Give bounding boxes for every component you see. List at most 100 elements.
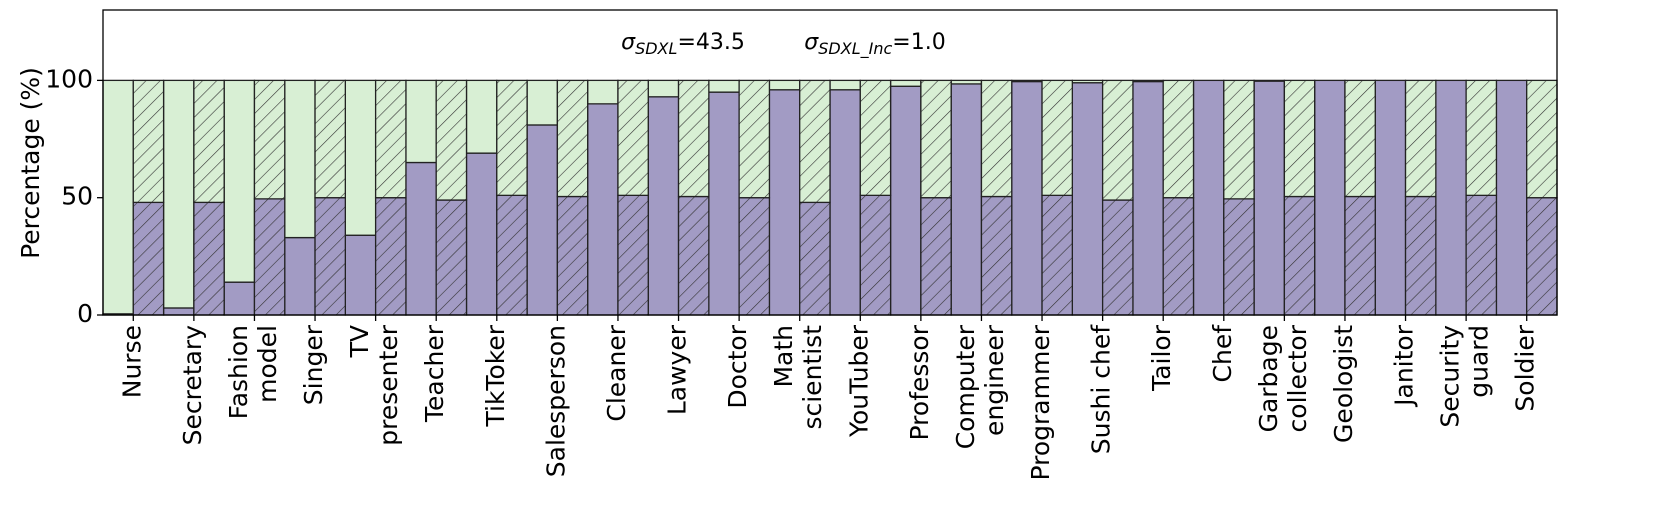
- x-tick-label: Tailor: [1147, 324, 1176, 392]
- bar-segment: [253, 79, 286, 200]
- x-tick-label: Sushi chef: [1087, 324, 1116, 454]
- bar-segment: [1344, 195, 1376, 316]
- bar-segment: [647, 96, 680, 316]
- bar-segment: [859, 194, 892, 316]
- bar-segment: [677, 79, 710, 198]
- bar-segment: [162, 307, 195, 316]
- bar-segment: [1283, 195, 1316, 316]
- bar-segment: [738, 197, 771, 316]
- bar-segment: [1162, 79, 1195, 199]
- x-tick-label: Securityguard: [1436, 325, 1494, 428]
- annotation-symbol: σ: [804, 30, 819, 55]
- bar-segment: [889, 85, 922, 316]
- bar-segment: [405, 161, 437, 316]
- bar-segment: [950, 79, 983, 85]
- bar-segment: [1041, 79, 1073, 196]
- annotation: σSDXL=43.5: [621, 30, 745, 58]
- bar-segment: [1526, 197, 1558, 316]
- x-tick-label: Lawyer: [663, 324, 692, 415]
- bar-segment: [1132, 79, 1164, 83]
- x-tick-label: Garbagecollector: [1254, 324, 1312, 432]
- bar-segment: [223, 79, 256, 283]
- bar-segment: [314, 197, 346, 316]
- bar-segment: [253, 198, 286, 316]
- y-tick-label: 50: [61, 182, 93, 211]
- bar-segment: [374, 197, 407, 316]
- bar-segment: [1132, 80, 1164, 316]
- x-tick-label: Nurse: [117, 325, 146, 398]
- bar-segment: [162, 79, 195, 309]
- x-tick-label: Salesperson: [541, 325, 570, 477]
- bar-segment: [102, 79, 134, 315]
- bar-segment: [193, 79, 225, 204]
- bar-segment: [1101, 79, 1134, 201]
- bar-segment: [132, 79, 165, 204]
- x-tick-label: Singer: [299, 324, 328, 405]
- bar-segment: [496, 79, 528, 196]
- bar-segment: [1162, 197, 1195, 316]
- x-tick-label: TikToker: [481, 324, 510, 427]
- bar-segment: [799, 201, 831, 316]
- x-tick-label: Soldier: [1511, 324, 1540, 411]
- bar-segment: [768, 79, 801, 91]
- bar-segment: [1465, 194, 1498, 316]
- bar-segment: [344, 234, 377, 316]
- plot-frame: [102, 9, 1558, 316]
- bar-segment: [223, 281, 256, 316]
- bar-segment: [284, 236, 316, 316]
- bar-segment: [1071, 82, 1104, 316]
- x-tick-label: Computerengineer: [951, 324, 1009, 449]
- x-tick-label: Geologist: [1329, 325, 1358, 443]
- bar-segment: [920, 79, 952, 199]
- y-axis-label: Percentage (%): [16, 67, 45, 259]
- bar-segment: [314, 79, 346, 199]
- bar-segment: [284, 79, 316, 239]
- bar-segment: [132, 201, 165, 316]
- bar-segment: [829, 79, 861, 91]
- bar-segment: [344, 79, 377, 236]
- bar-segment: [1404, 79, 1437, 198]
- x-tick-label: Professor: [905, 324, 934, 440]
- bar-segment: [980, 195, 1013, 316]
- bar-segment: [1071, 79, 1104, 84]
- bar-segment: [708, 79, 740, 93]
- bar-segment: [980, 79, 1013, 198]
- bar-segment: [617, 79, 649, 196]
- bar-segment: [1223, 79, 1255, 200]
- bar-segment: [1041, 194, 1073, 316]
- bar-segment: [738, 79, 771, 199]
- annotation: σSDXL_Inc=1.0: [804, 30, 945, 59]
- bar-segment: [829, 89, 861, 316]
- bar-segment: [799, 79, 831, 204]
- bar-segment: [1404, 195, 1437, 316]
- x-tick-label: Cleaner: [602, 324, 631, 421]
- bar-segment: [1253, 80, 1286, 316]
- bar-segment: [1283, 79, 1316, 198]
- bar-segment: [587, 79, 619, 105]
- bar-segment: [950, 83, 983, 316]
- annotation-text: =1.0: [892, 30, 945, 55]
- bar-segment: [1344, 79, 1376, 198]
- x-tick-label: Teacher: [420, 324, 449, 423]
- bar-segment: [193, 201, 225, 316]
- x-tick-label: Doctor: [723, 324, 752, 408]
- y-tick-label: 100: [45, 64, 93, 93]
- x-tick-label: Janitor: [1390, 324, 1419, 408]
- bar-segment: [617, 194, 649, 316]
- bar-segment: [556, 195, 589, 316]
- bar-segment: [1253, 79, 1286, 82]
- bar-segment: [889, 79, 922, 87]
- x-tick-label: Chef: [1208, 324, 1237, 383]
- bar-segment: [496, 194, 528, 316]
- bar-segment: [1011, 80, 1043, 316]
- bar-segment: [374, 79, 407, 199]
- x-tick-label: Secretary: [178, 325, 207, 446]
- bar-segment: [465, 79, 498, 154]
- annotation-text: =43.5: [677, 30, 744, 55]
- x-tick-label: Fashionmodel: [224, 325, 282, 419]
- x-tick-label: TVpresenter: [345, 324, 403, 445]
- bar-segment: [556, 79, 589, 198]
- bar-segment: [1223, 198, 1255, 316]
- bar-segment: [1526, 79, 1558, 199]
